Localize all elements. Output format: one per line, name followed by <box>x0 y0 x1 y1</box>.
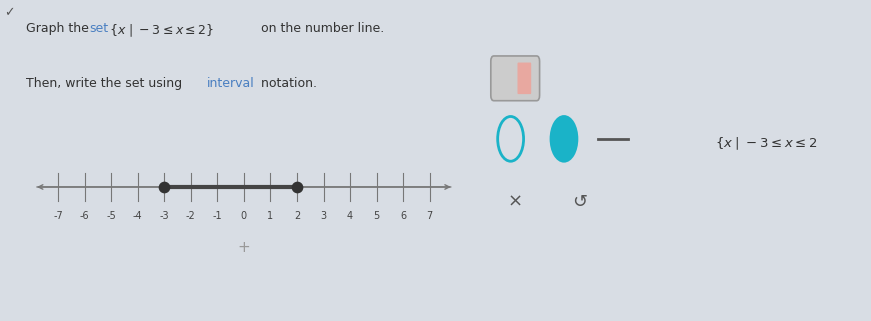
Text: -4: -4 <box>133 211 143 221</box>
Text: 1: 1 <box>267 211 273 221</box>
Text: $\{x\mid -3 \leq x \leq 2$: $\{x\mid -3 \leq x \leq 2$ <box>715 136 818 152</box>
Text: -5: -5 <box>106 211 116 221</box>
Text: -1: -1 <box>213 211 222 221</box>
Point <box>290 184 304 189</box>
Text: interval: interval <box>206 77 254 90</box>
Text: 2: 2 <box>294 211 300 221</box>
Text: on the number line.: on the number line. <box>257 22 384 35</box>
Text: Graph the: Graph the <box>26 22 93 35</box>
Text: ✓: ✓ <box>4 6 15 19</box>
Text: 0: 0 <box>240 211 247 221</box>
Text: ↺: ↺ <box>571 193 587 211</box>
Text: $\{x\mid -3 \leq x \leq 2\}$: $\{x\mid -3 \leq x \leq 2\}$ <box>106 22 214 39</box>
Text: 4: 4 <box>347 211 353 221</box>
Text: 7: 7 <box>427 211 433 221</box>
Text: 6: 6 <box>400 211 406 221</box>
Circle shape <box>551 117 577 161</box>
FancyBboxPatch shape <box>491 56 540 101</box>
Text: -6: -6 <box>80 211 90 221</box>
FancyBboxPatch shape <box>517 63 531 94</box>
Text: -2: -2 <box>186 211 196 221</box>
Text: 5: 5 <box>374 211 380 221</box>
Text: set: set <box>90 22 109 35</box>
Text: -3: -3 <box>159 211 169 221</box>
Point <box>158 184 172 189</box>
Text: notation.: notation. <box>257 77 317 90</box>
Text: ×: × <box>508 193 523 211</box>
Text: -7: -7 <box>53 211 63 221</box>
Text: Then, write the set using: Then, write the set using <box>26 77 186 90</box>
Text: +: + <box>238 240 250 255</box>
Text: 3: 3 <box>321 211 327 221</box>
